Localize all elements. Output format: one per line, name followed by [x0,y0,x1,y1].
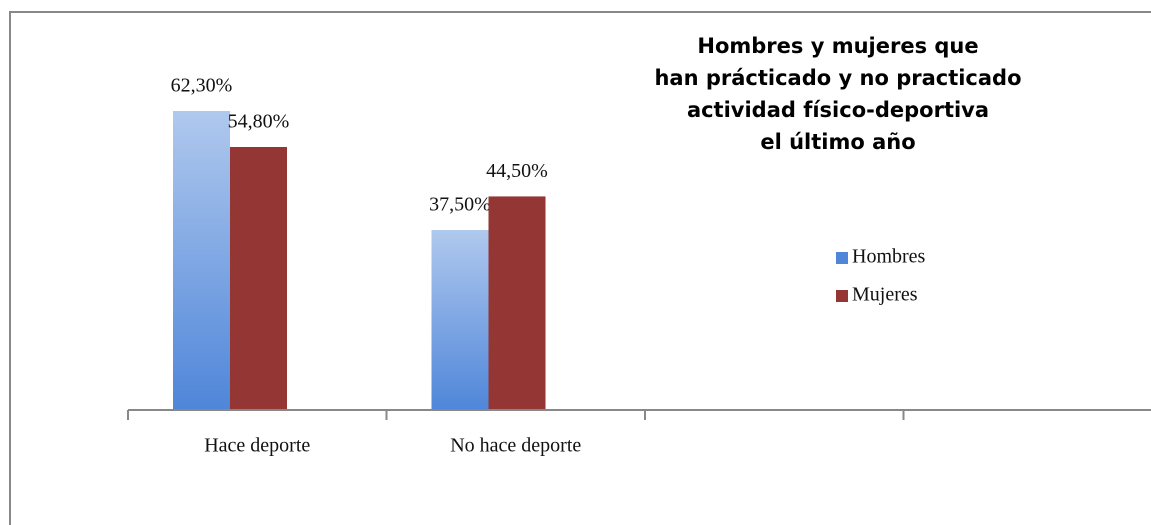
legend-label: Hombres [852,246,926,268]
bar [488,196,546,410]
data-label: 62,30% [171,75,233,97]
legend-swatch [836,290,848,302]
x-tick-label: Hace deporte [204,435,310,457]
data-label: 37,50% [429,194,491,216]
bar [230,146,287,410]
x-tick-label: No hace deporte [450,435,581,457]
data-label: 54,80% [228,111,290,133]
data-label: 44,50% [486,160,548,182]
chart-frame [9,11,1151,525]
legend-label: Mujeres [852,284,918,306]
bar-shine [431,230,489,410]
legend-swatch [836,252,848,264]
bar-shine [173,111,230,410]
chart-title: Hombres y mujeres que han prácticado y n… [654,34,1022,154]
